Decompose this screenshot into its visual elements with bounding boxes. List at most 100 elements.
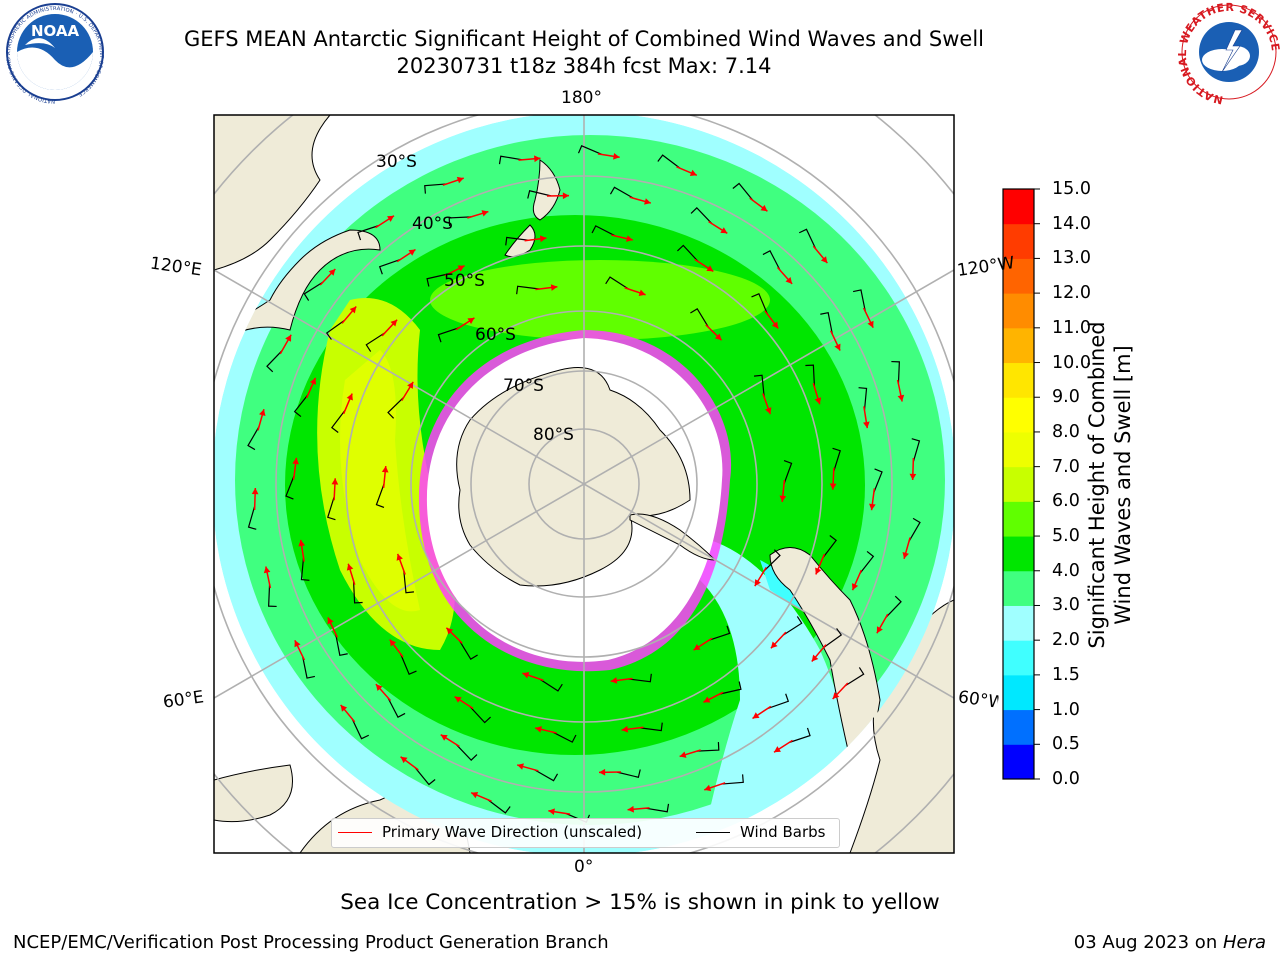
- wind-barb: [325, 319, 346, 340]
- wind-barb: [751, 293, 768, 315]
- wind-barb: [832, 447, 841, 472]
- wave-arrow-head: [714, 333, 722, 341]
- wind-barb: [293, 393, 309, 418]
- wave-arrow-head: [626, 235, 633, 242]
- wave-arrow-head: [534, 155, 541, 163]
- wind-barb: [708, 625, 731, 641]
- wind-barb: [403, 570, 414, 594]
- colorbar-tick-label: 3.0: [1052, 595, 1080, 616]
- colorbar-tick-label: 8.0: [1052, 421, 1080, 442]
- graticule: [214, 115, 954, 853]
- wave-arrow-head: [834, 343, 841, 351]
- lat-label-50s: 50°S: [444, 271, 485, 291]
- wind-barb: [335, 633, 348, 656]
- wind-barb: [696, 742, 720, 752]
- wave-arrow-head: [349, 306, 357, 314]
- wind-barb: [820, 312, 833, 335]
- wave-arrow-head: [340, 704, 348, 712]
- wind-barb: [616, 769, 641, 778]
- wave-arrow-head: [389, 639, 397, 647]
- wave-arrow-head: [902, 551, 909, 559]
- wind-barb: [719, 681, 742, 695]
- wave-arrow-head: [457, 265, 465, 272]
- colorbar-title-line2: Wind Waves and Swell [m]: [1111, 345, 1135, 625]
- wave-arrow-head: [467, 317, 475, 325]
- wind-barb: [426, 273, 449, 287]
- wind-barb: [762, 250, 781, 271]
- wave-arrow-head: [294, 640, 301, 648]
- wave-arrow-head: [693, 643, 701, 651]
- wave-arrow-head: [863, 421, 870, 429]
- wind-barb: [782, 616, 803, 636]
- wind-barb: [424, 183, 447, 194]
- wind-barb: [247, 505, 257, 530]
- wind-barb: [690, 308, 710, 328]
- wave-arrow-head: [621, 725, 629, 733]
- wind-barb: [352, 580, 363, 604]
- wind-barb: [763, 549, 781, 572]
- wave-arrow-head: [897, 394, 905, 402]
- wind-barb: [375, 483, 385, 508]
- footer-date-text: 03 Aug 2023 on: [1073, 932, 1223, 953]
- wave-arrow-head: [408, 249, 416, 256]
- colorbar-swatch: [1003, 674, 1034, 711]
- wave-arrow-head: [760, 204, 768, 212]
- wind-barb: [357, 224, 380, 241]
- wind-barb: [300, 557, 310, 581]
- lat-label-40s: 40°S: [412, 214, 453, 234]
- wave-arrow-head: [815, 567, 822, 575]
- wave-arrow-head: [876, 626, 883, 634]
- map-panel: [213, 114, 955, 854]
- wave-arrow-head: [251, 487, 259, 495]
- legend-swatch-wind-barbs: [696, 831, 730, 833]
- wave-arrow-head: [610, 677, 618, 684]
- wind-barb: [487, 799, 511, 814]
- wind-barb: [721, 774, 744, 785]
- colorbar-swatch: [1003, 258, 1034, 294]
- footer-credit: NCEP/EMC/Verification Post Processing Pr…: [13, 932, 609, 953]
- wind-barb: [331, 409, 346, 433]
- lat-label-70s: 70°S: [503, 376, 544, 396]
- wave-arrow-head: [704, 784, 712, 792]
- colorbar-tick-label: 11.0: [1052, 317, 1091, 338]
- colorbar-swatch: [1003, 536, 1034, 572]
- legend-item-wind-barbs: Wind Barbs: [696, 823, 825, 841]
- wind-barb: [798, 228, 817, 250]
- wave-arrow-head: [517, 763, 524, 770]
- wind-barb: [498, 155, 523, 165]
- wave-arrow-head: [562, 192, 570, 200]
- wind-barb: [516, 285, 540, 295]
- colorbar-tick-label: 6.0: [1052, 491, 1080, 512]
- colorbar-swatch: [1003, 327, 1034, 364]
- wave-arrow-head: [765, 407, 772, 415]
- wind-barb: [469, 705, 491, 724]
- wave-arrow-head: [627, 805, 634, 813]
- map-legend: Primary Wave Direction (unscaled) Wind B…: [331, 818, 840, 848]
- wave-arrow-head: [779, 495, 787, 502]
- wave-arrow-head: [832, 692, 840, 699]
- wind-barb: [754, 374, 765, 398]
- nws-logo-icon: NATIONAL WEATHER SERVICE: [1176, 1, 1280, 107]
- legend-label-primary-wave: Primary Wave Direction (unscaled): [382, 823, 643, 841]
- colorbar-tick-label: 1.0: [1052, 699, 1080, 720]
- colorbar-tick-label: 0.0: [1052, 769, 1080, 789]
- wind-barb: [539, 678, 563, 692]
- noaa-logo-text: NOAA: [31, 22, 80, 40]
- wave-arrow-head: [328, 269, 336, 276]
- wave-arrow-head: [400, 756, 408, 764]
- wind-barb: [783, 460, 793, 485]
- wave-arrow-head: [285, 334, 292, 342]
- wave-arrow-head: [851, 583, 859, 591]
- wave-arrow-head: [471, 791, 479, 799]
- wind-barb: [605, 276, 629, 290]
- wave-arrow-head: [638, 289, 646, 296]
- colorbar-tick-label: 10.0: [1052, 352, 1091, 373]
- lat-label-60s: 60°S: [475, 325, 516, 345]
- wave-arrow-head: [679, 751, 687, 758]
- wave-arrow-head: [773, 746, 781, 753]
- legend-swatch-primary-wave: [338, 831, 372, 833]
- colorbar-swatch: [1003, 397, 1034, 433]
- wave-arrow-head: [811, 654, 819, 662]
- colorbar-swatch: [1003, 223, 1034, 259]
- colorbar-tick-label: 2.0: [1052, 630, 1080, 651]
